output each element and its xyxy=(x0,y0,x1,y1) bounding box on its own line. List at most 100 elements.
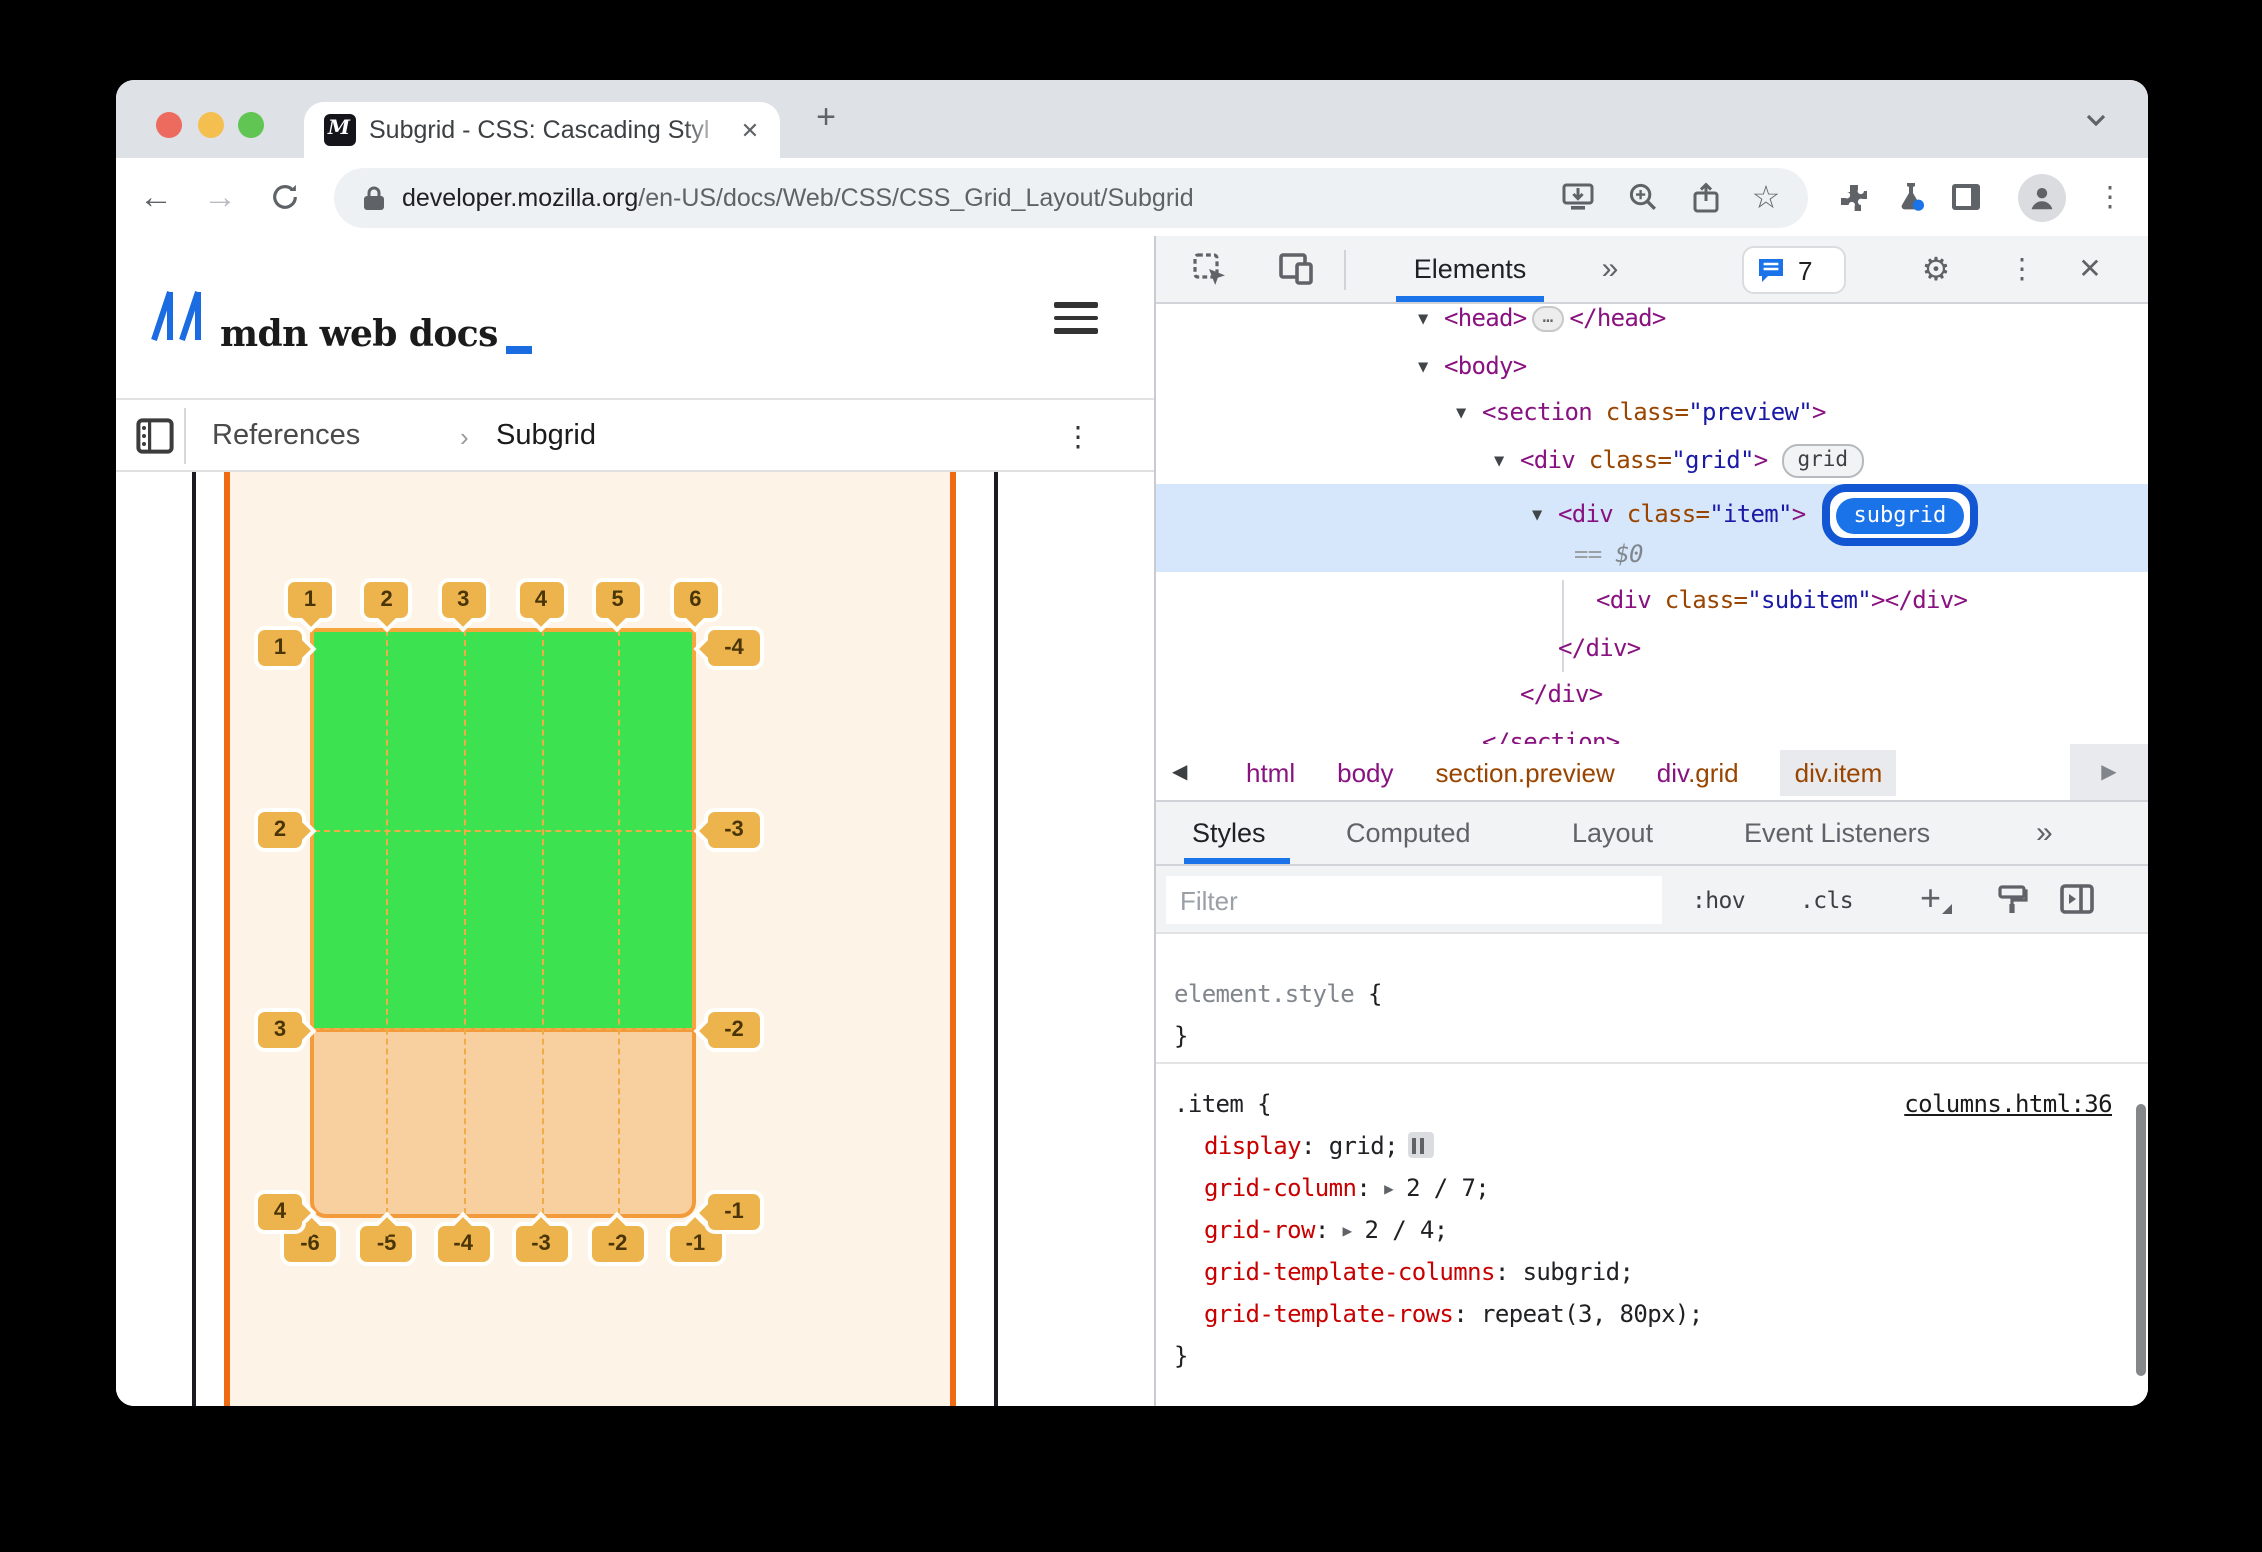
rule-selector[interactable]: .item xyxy=(1174,1090,1244,1118)
tab-computed[interactable]: Computed xyxy=(1346,818,1471,848)
node-crumb[interactable]: section.preview xyxy=(1435,757,1615,787)
tree-collapse-icon[interactable]: ▼ xyxy=(1532,506,1542,526)
sidebar-toggle-icon[interactable] xyxy=(136,400,174,472)
settings-gear-icon[interactable]: ⚙ xyxy=(1921,253,1951,287)
subgrid-badge[interactable]: subgrid xyxy=(1835,497,1965,533)
expand-ellipsis-badge[interactable]: … xyxy=(1532,306,1564,332)
mdn-header: mdn web docs xyxy=(116,236,1154,400)
forward-button[interactable]: → xyxy=(203,177,237,215)
zoom-icon[interactable] xyxy=(1622,179,1662,215)
profile-avatar[interactable] xyxy=(2018,173,2066,221)
node-crumb[interactable]: body xyxy=(1337,757,1394,787)
node-crumb[interactable]: html xyxy=(1246,757,1296,787)
node-crumb[interactable]: div.grid xyxy=(1656,757,1739,787)
grid-editor-icon[interactable] xyxy=(1407,1132,1434,1158)
tab-styles[interactable]: Styles xyxy=(1192,818,1266,848)
tree-collapse-icon[interactable]: ▼ xyxy=(1418,310,1428,330)
mdn-logo[interactable]: mdn web docs xyxy=(148,286,532,356)
side-panel-icon[interactable] xyxy=(1938,158,1994,236)
dom-tree-row[interactable]: ▼ <head>… </head> xyxy=(1156,304,2148,343)
tab-event-listeners[interactable]: Event Listeners xyxy=(1744,818,1931,848)
tree-collapse-icon[interactable]: ▼ xyxy=(1418,357,1428,377)
crumb-scroll-right-icon[interactable]: ▶ xyxy=(2070,744,2148,800)
css-property: grid-row xyxy=(1204,1216,1315,1244)
new-style-rule-plus-icon[interactable]: + xyxy=(1920,866,1950,932)
tree-collapse-icon[interactable]: ▼ xyxy=(1494,451,1504,471)
crumb-scroll-left-icon[interactable]: ◀ xyxy=(1172,761,1188,783)
back-button[interactable]: ← xyxy=(139,177,173,215)
node-crumb[interactable]: div.item xyxy=(1780,749,1897,795)
dom-tree-row[interactable]: </div> xyxy=(1156,625,2148,672)
grid-line-number-bottom: -5 xyxy=(360,1226,413,1262)
extensions-puzzle-icon[interactable] xyxy=(1826,158,1882,236)
dom-text: <div xyxy=(1520,445,1589,473)
dom-tree-row[interactable]: <div class="subitem"></div> xyxy=(1156,578,2148,625)
expand-value-icon[interactable]: ▶ xyxy=(1384,1180,1394,1198)
dom-tree-row[interactable]: </div> xyxy=(1156,672,2148,719)
hamburger-menu-icon[interactable] xyxy=(1054,302,1098,341)
css-value: repeat(3, 80px); xyxy=(1481,1300,1703,1328)
devtools-toolbar: Elements » 7 ⚙ ⋮ ✕ xyxy=(1156,236,2148,304)
rendering-brush-icon[interactable] xyxy=(1996,866,2028,932)
tab-elements[interactable]: Elements xyxy=(1413,254,1527,284)
more-panels-chevron-icon[interactable]: » xyxy=(1601,252,1619,286)
dom-text: <body> xyxy=(1444,351,1527,379)
grid-line-number-left: 1 xyxy=(258,630,302,666)
dom-tree-row[interactable]: ▼ <div class="item"> subgrid xyxy=(1156,484,2148,546)
tree-collapse-icon[interactable]: ▼ xyxy=(1456,404,1466,424)
item-style-rule[interactable]: .item { columns.html:36 display: grid; gr… xyxy=(1174,1084,2132,1378)
expand-value-icon[interactable]: ▶ xyxy=(1342,1222,1353,1240)
tab-layout[interactable]: Layout xyxy=(1572,818,1654,848)
inline-style-rule[interactable]: element.style { } xyxy=(1174,980,1382,1050)
css-property: grid-column xyxy=(1204,1174,1357,1202)
css-property: grid-template-rows xyxy=(1204,1300,1454,1328)
share-icon[interactable] xyxy=(1686,179,1726,215)
grid-badge[interactable]: grid xyxy=(1781,443,1865,477)
bookmark-star-icon[interactable]: ☆ xyxy=(1751,181,1781,215)
browser-menu-kebab-icon[interactable]: ⋮ xyxy=(2096,180,2124,212)
issues-counter[interactable]: 7 xyxy=(1742,246,1846,294)
css-value: 2 / 7; xyxy=(1406,1174,1490,1202)
devtools-close-icon[interactable]: ✕ xyxy=(2078,252,2102,284)
breadcrumb-current: Subgrid xyxy=(496,420,596,452)
cls-toggle[interactable]: .cls xyxy=(1800,885,1854,913)
styles-filter-input[interactable] xyxy=(1166,876,1662,924)
dom-tree-row[interactable]: ▼ <section class="preview"> xyxy=(1156,390,2148,437)
traffic-zoom-button[interactable] xyxy=(237,111,263,137)
traffic-minimize-button[interactable] xyxy=(197,111,223,137)
stylesheet-source-link[interactable]: columns.html:36 xyxy=(1904,1090,2112,1118)
dom-text: </head> xyxy=(1569,304,1666,332)
grid-line-number-bottom: -4 xyxy=(437,1226,490,1262)
inspect-element-icon[interactable] xyxy=(1186,236,1234,302)
browser-tab[interactable]: M Subgrid - CSS: Cascading Styl ✕ xyxy=(303,101,779,158)
dom-tree-row[interactable]: ▼ <body> xyxy=(1156,343,2148,390)
tab-close-icon[interactable]: ✕ xyxy=(740,119,760,143)
css-declaration[interactable]: grid-column: ▶ 2 / 7; xyxy=(1204,1168,2132,1210)
divider xyxy=(1156,1062,2148,1064)
dom-tree-row[interactable]: ▼ <div class="grid"> grid xyxy=(1156,437,2148,484)
css-declaration[interactable]: grid-template-columns: subgrid; xyxy=(1204,1258,1634,1286)
styles-scrollbar-thumb[interactable] xyxy=(2135,1104,2145,1376)
breadcrumb-references-link[interactable]: References xyxy=(212,420,361,452)
dom-tree-row[interactable]: == $0 xyxy=(1156,531,2148,578)
css-declaration[interactable]: display: grid; xyxy=(1204,1126,2132,1168)
address-bar[interactable]: developer.mozilla.org/en-US/docs/Web/CSS… xyxy=(334,167,1808,227)
hov-toggle[interactable]: :hov xyxy=(1692,885,1746,913)
css-declaration[interactable]: grid-row: ▶ 2 / 4; xyxy=(1204,1210,2132,1252)
dom-tree-row[interactable]: </section> xyxy=(1156,719,2148,744)
more-style-tabs-icon[interactable]: » xyxy=(2036,816,2053,850)
new-tab-button[interactable]: + xyxy=(816,98,836,136)
article-actions-kebab-icon[interactable]: ⋮ xyxy=(1064,419,1092,451)
traffic-close-button[interactable] xyxy=(156,111,182,137)
css-declaration[interactable]: grid-template-rows: repeat(3, 80px); xyxy=(1204,1300,1703,1328)
computed-sidebar-toggle-icon[interactable] xyxy=(2060,866,2094,932)
device-toolbar-icon[interactable] xyxy=(1272,236,1320,302)
labs-flask-icon[interactable] xyxy=(1882,158,1938,236)
reload-button[interactable] xyxy=(256,158,312,236)
grid-line-number-top: 6 xyxy=(673,582,718,618)
save-to-device-icon[interactable] xyxy=(1558,179,1598,215)
devtools-kebab-icon[interactable]: ⋮ xyxy=(2008,252,2036,284)
tab-search-chevron-icon[interactable] xyxy=(2084,106,2108,142)
mdn-m-icon xyxy=(151,291,201,341)
